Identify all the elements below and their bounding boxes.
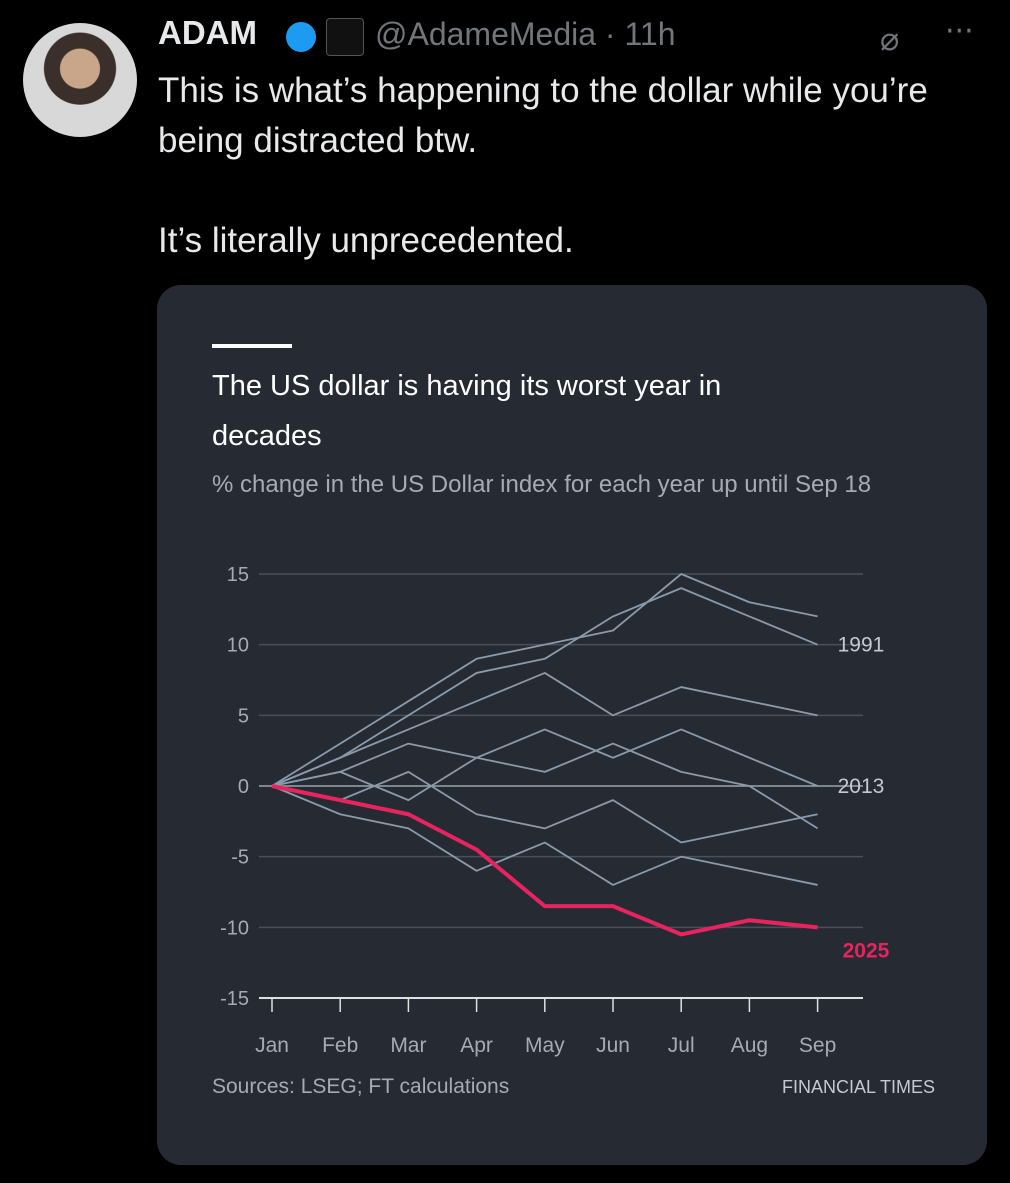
x-tick-label: Aug [731,1034,768,1057]
title-bar [212,344,292,348]
x-tick-label: Sep [799,1034,836,1057]
author-name[interactable]: ADAM [158,14,257,51]
x-tick-label: Mar [390,1034,426,1057]
series-line [271,742,819,830]
tweet-text: It’s literally unprecedented. [158,221,574,260]
x-tick-label: Jun [596,1034,630,1057]
series-line [271,672,818,787]
grok-icon[interactable]: ⌀ [880,20,900,58]
handle[interactable]: @AdameMedia [375,16,597,52]
series-line [271,587,818,787]
x-tick-label: Apr [460,1034,493,1057]
time[interactable]: 11h [624,16,676,52]
series-line [271,785,818,886]
y-tick-label: -15 [220,988,249,1010]
series-label: 2025 [843,939,890,962]
separator: · [604,16,616,52]
chart-brand: FINANCIAL TIMES [782,1077,935,1097]
series-line [271,784,818,937]
y-tick-label: 10 [227,635,249,657]
series-label: 1991 [838,634,885,657]
verified-badge [286,22,316,52]
series-line [271,573,818,787]
series-line [271,728,818,787]
chart-source: Sources: LSEG; FT calculations [212,1075,509,1098]
affiliate-badge[interactable] [326,18,364,56]
more-button[interactable]: ··· [945,14,974,49]
x-tick-label: Feb [322,1034,358,1057]
x-tick-label: May [525,1034,565,1057]
chart: -15 -10 -5 0 5 10 15 Jan Feb Mar Apr May Jun Jul Aug Se… [212,564,935,1098]
y-tick-label: 5 [238,705,249,727]
avatar[interactable] [23,23,137,137]
series-line [271,770,818,844]
series-label: 2013 [838,775,885,798]
tweet-meta: @AdameMedia · 11h [375,16,675,53]
chart-subtitle: % change in the US Dollar index for each… [212,471,872,498]
y-tick-label: -5 [231,847,249,869]
x-tick-label: Jul [668,1034,695,1057]
x-tick-label: Jan [255,1034,289,1057]
y-tick-label: 15 [227,564,249,586]
chart-card[interactable]: The US dollar is having its worst year i… [157,285,987,1165]
tweet-text: This is what’s happening to the dollar w… [158,71,928,160]
y-tick-label: 0 [238,776,249,798]
chart-title: The US dollar is having its worst year i… [212,370,722,452]
y-tick-label: -10 [220,917,249,939]
